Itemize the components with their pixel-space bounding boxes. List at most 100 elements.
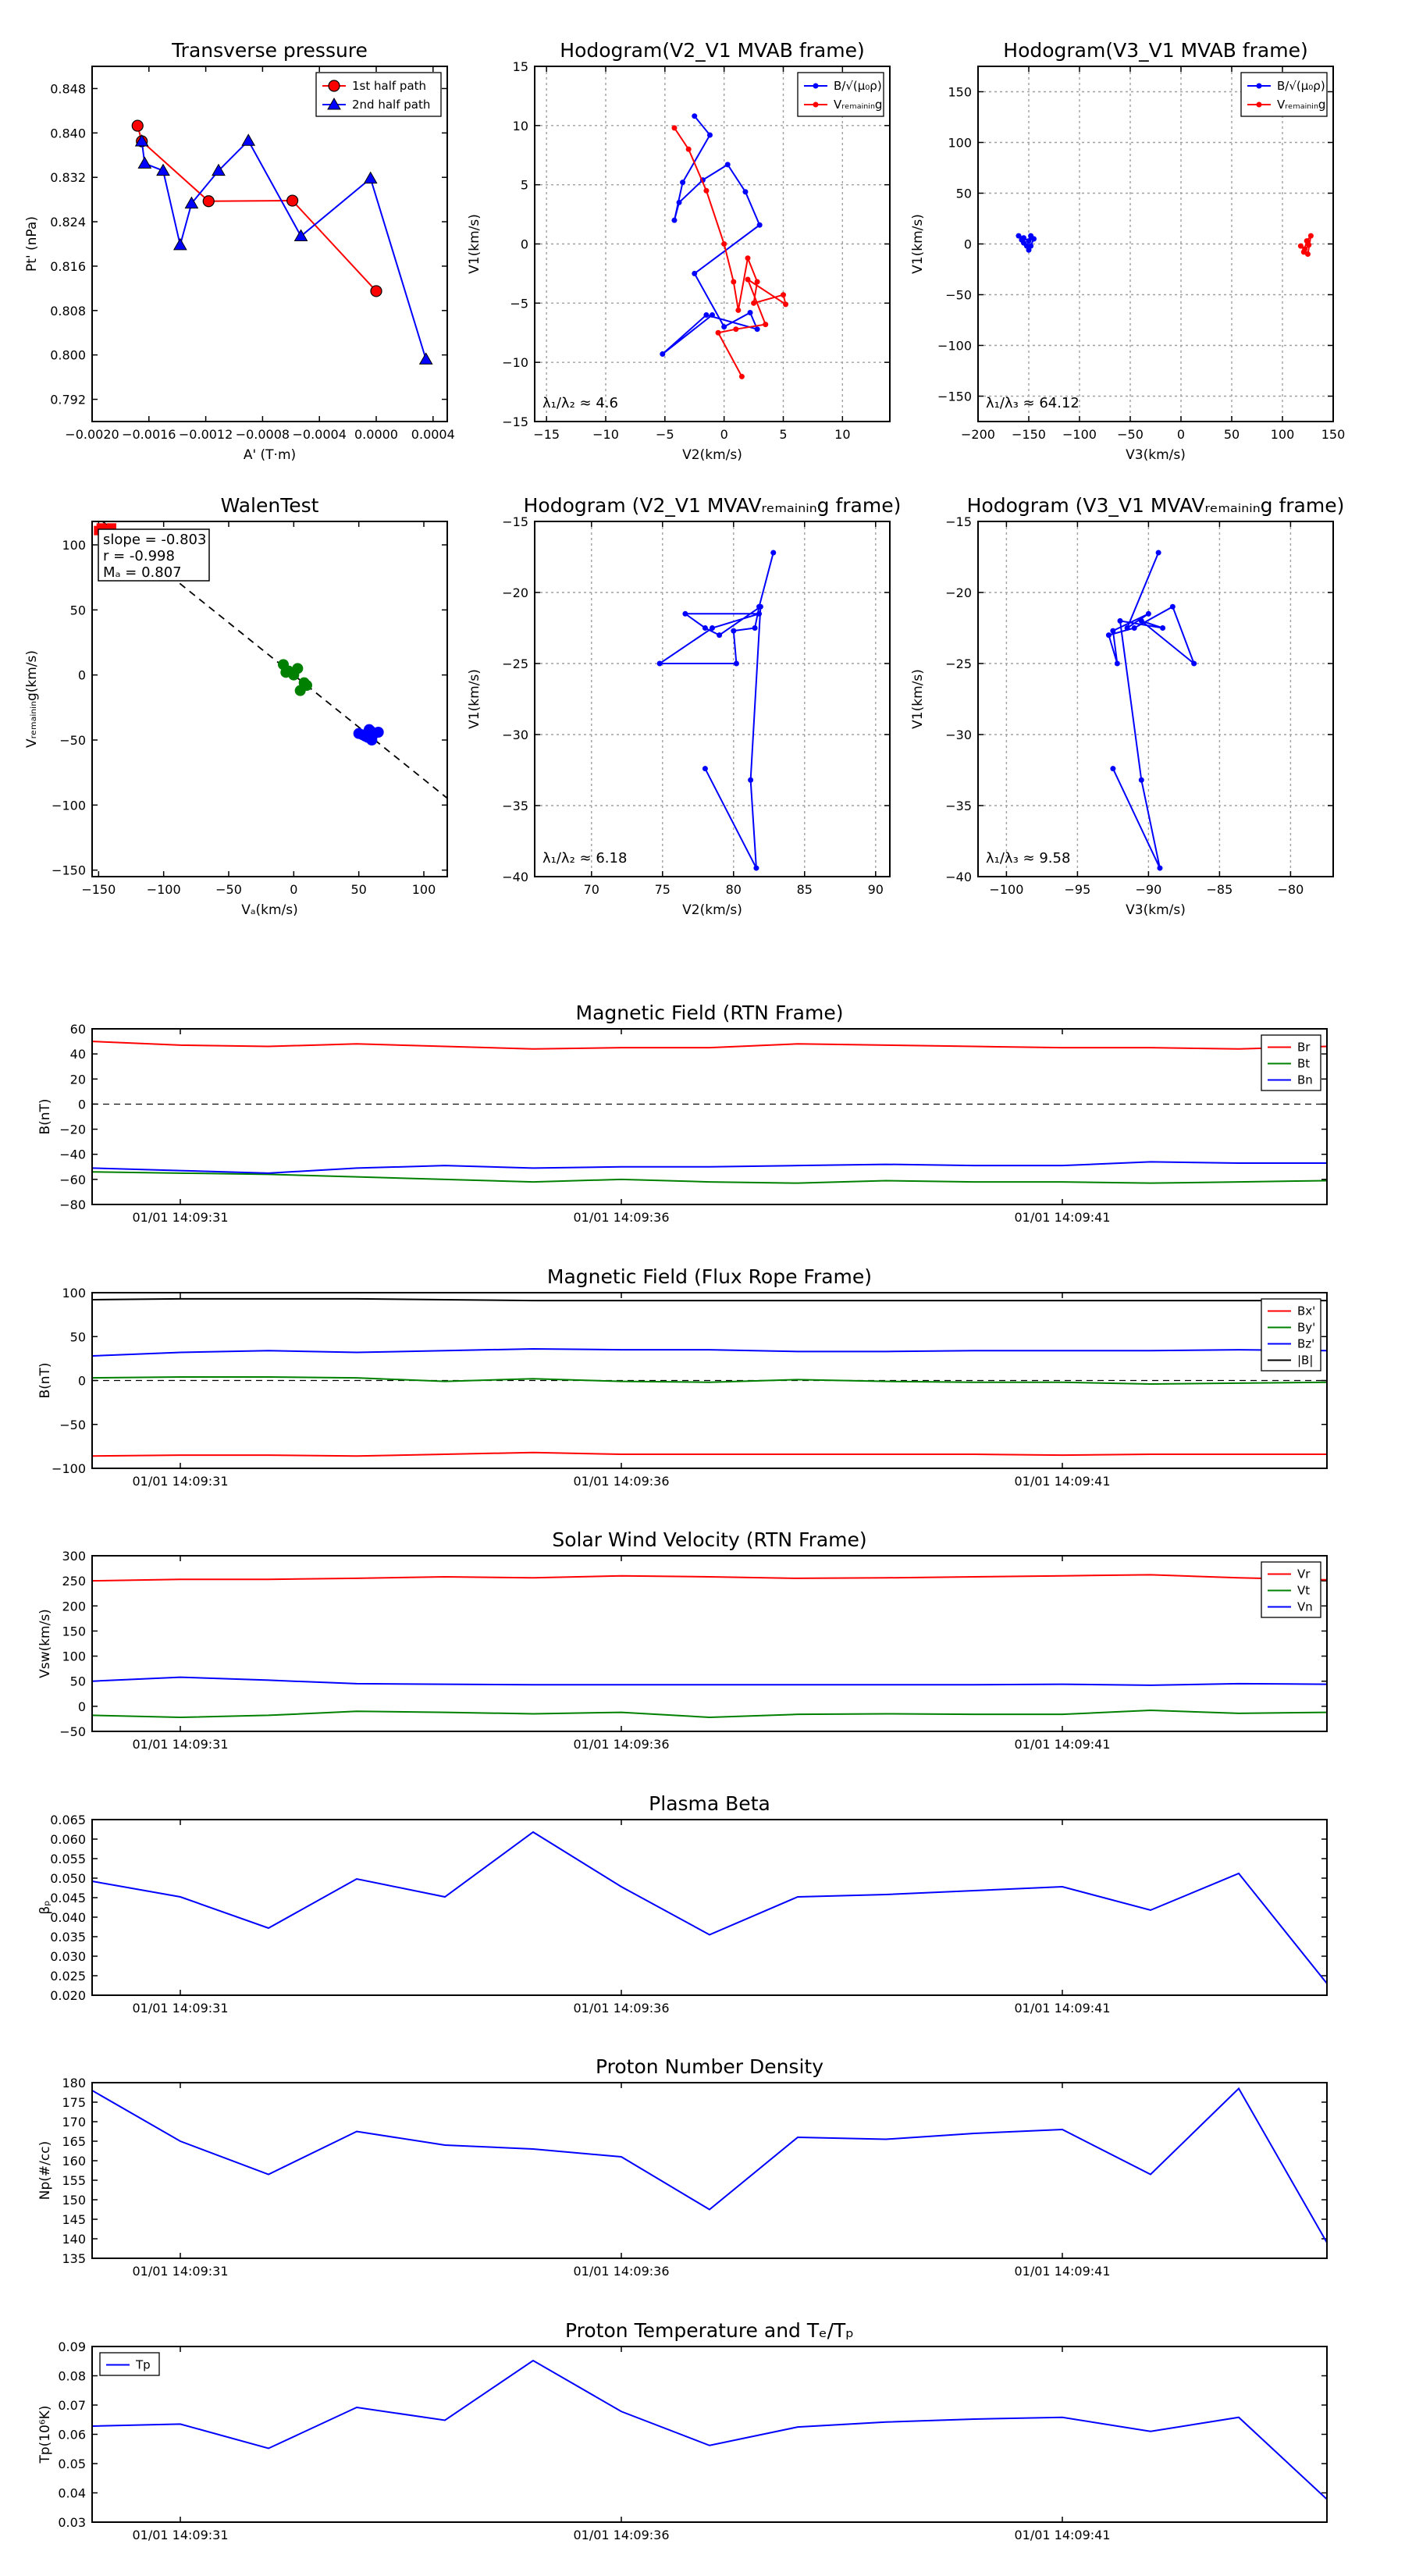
data-point xyxy=(286,194,299,207)
chart-4: Hodogram (V2_V1 MVAVᵣₑₘₐᵢₙᵢₙg frame) 70 75… xyxy=(467,494,901,918)
x-tick-label: 01/01 14:09:31 xyxy=(132,1737,228,1752)
y-tick-label: −30 xyxy=(502,728,528,742)
x-tick-label: −150 xyxy=(81,882,116,897)
y-tick-label: 0.025 xyxy=(50,1969,86,1984)
x-tick-label: 01/01 14:09:36 xyxy=(573,1737,669,1752)
chart-title: Solar Wind Velocity (RTN Frame) xyxy=(552,1528,866,1551)
y-axis-label: B(nT) xyxy=(37,1098,53,1134)
data-point xyxy=(1021,240,1026,246)
series-line-B/√(μ₀ρ) xyxy=(662,116,761,355)
series-line-Bt xyxy=(92,1171,1327,1184)
data-point xyxy=(1110,766,1116,772)
y-axis-label: βₚ xyxy=(37,1900,53,1914)
data-point xyxy=(721,324,727,330)
data-point xyxy=(212,163,226,176)
y-tick-label: 155 xyxy=(62,2173,86,2188)
plot-area xyxy=(1105,550,1197,871)
plot-frame xyxy=(534,521,891,877)
data-point xyxy=(748,777,754,783)
data-point xyxy=(1105,632,1112,639)
y-tick-label: −20 xyxy=(59,1123,86,1137)
y-tick-label: 60 xyxy=(70,1022,86,1037)
data-point xyxy=(1016,233,1022,239)
chart-8: Solar Wind Velocity (RTN Frame) 01/01 14:… xyxy=(37,1528,1328,1752)
x-tick-label: 01/01 14:09:41 xyxy=(1014,1210,1110,1225)
x-tick-label: −200 xyxy=(961,427,995,442)
data-point xyxy=(1026,247,1032,253)
y-axis-label: V1(km/s) xyxy=(910,214,926,274)
x-tick-label: 01/01 14:09:36 xyxy=(573,2001,669,2016)
legend-marker xyxy=(813,83,819,89)
legend-label: 2nd half path xyxy=(352,98,430,112)
series-line-2nd half path xyxy=(140,139,427,360)
series-line-Bn xyxy=(92,1161,1327,1174)
x-tick-label: −10 xyxy=(592,427,619,442)
y-tick-label: 0.065 xyxy=(50,1813,86,1827)
data-point xyxy=(134,133,149,147)
data-point xyxy=(703,187,710,194)
y-axis-label: Tp(10⁶K) xyxy=(37,2405,53,2464)
legend-label: Vr xyxy=(1297,1567,1311,1582)
chart-title: Proton Number Density xyxy=(596,2055,823,2078)
data-point xyxy=(1304,238,1310,244)
y-tick-label: 0.824 xyxy=(50,215,86,229)
x-tick-label: 100 xyxy=(412,882,436,897)
data-point xyxy=(754,326,760,333)
y-tick-label: −20 xyxy=(502,585,528,600)
data-point xyxy=(365,725,376,737)
chart-title: Hodogram (V2_V1 MVAVᵣₑₘₐᵢₙᵢₙg frame) xyxy=(524,494,902,517)
y-axis-label: Vsw(km/s) xyxy=(37,1609,53,1678)
plot-frame xyxy=(91,521,448,877)
y-tick-label: 0 xyxy=(78,1699,86,1714)
series-line-Vᵣₑₘₐᵢₙᵢₙg xyxy=(674,127,788,377)
x-tick-label: 01/01 14:09:41 xyxy=(1014,1737,1110,1752)
y-tick-label: 20 xyxy=(70,1072,86,1087)
y-tick-label: 15 xyxy=(513,59,528,74)
legend-marker xyxy=(1256,83,1262,89)
data-point xyxy=(738,373,745,379)
data-point xyxy=(680,180,686,186)
legend-label: Bn xyxy=(1297,1073,1313,1087)
plot-frame xyxy=(91,66,448,422)
y-axis-label: V1(km/s) xyxy=(467,669,482,729)
data-point xyxy=(671,217,678,223)
data-point xyxy=(781,292,786,298)
y-tick-label: 200 xyxy=(62,1599,86,1614)
y-tick-label: 0 xyxy=(78,668,86,683)
data-point xyxy=(1191,660,1197,667)
series-line-Tp xyxy=(92,2359,1327,2500)
y-tick-label: −100 xyxy=(937,339,972,354)
data-point xyxy=(363,171,378,184)
x-tick-label: −80 xyxy=(1278,882,1304,897)
y-axis-label: B(nT) xyxy=(37,1362,53,1398)
series-line-Bz' xyxy=(92,1347,1327,1357)
y-tick-label: 150 xyxy=(62,2193,86,2208)
data-point xyxy=(293,229,308,242)
y-tick-label: 300 xyxy=(62,1549,86,1564)
x-tick-label: 01/01 14:09:41 xyxy=(1014,2001,1110,2016)
legend-label: Vn xyxy=(1297,1600,1313,1614)
plot-area xyxy=(92,2359,1327,2500)
x-tick-label: −50 xyxy=(215,882,242,897)
x-tick-label: 0 xyxy=(1177,427,1185,442)
x-tick-label: 80 xyxy=(726,882,742,897)
series-line-V xyxy=(1108,552,1196,869)
y-tick-label: −150 xyxy=(52,863,86,878)
chart-title: Hodogram (V3_V1 MVAVᵣₑₘₐᵢₙᵢₙg frame) xyxy=(967,494,1345,517)
y-tick-label: 0.848 xyxy=(50,81,86,96)
y-tick-label: 100 xyxy=(62,1649,86,1664)
y-tick-label: 135 xyxy=(62,2251,86,2266)
data-point xyxy=(702,766,708,772)
data-point xyxy=(137,156,152,169)
y-tick-label: −100 xyxy=(52,798,86,813)
series-line-Br xyxy=(92,1041,1327,1050)
x-tick-label: 50 xyxy=(350,882,366,897)
x-tick-label: 01/01 14:09:36 xyxy=(573,1474,669,1489)
x-tick-label: −95 xyxy=(1065,882,1091,897)
y-tick-label: 10 xyxy=(513,119,528,133)
series-line-|B| xyxy=(92,1297,1327,1302)
x-axis-label: A' (T·m) xyxy=(244,447,296,463)
y-tick-label: 0.060 xyxy=(50,1832,86,1847)
data-point xyxy=(1160,625,1166,631)
